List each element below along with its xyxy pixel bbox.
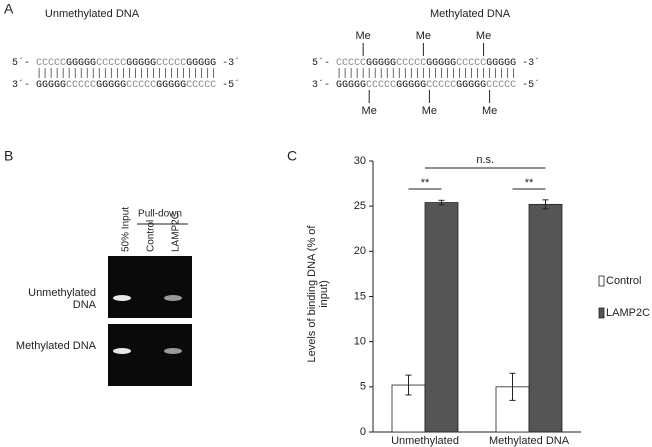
section-title: Methylated DNA <box>430 8 511 20</box>
panel-label: B <box>4 148 13 164</box>
gel-band <box>164 295 182 301</box>
dna-strand: 3´- GGGGGCCCCCGGGGGCCCCCGGGGGCCCCC -5´ <box>12 78 240 91</box>
methyl-label: Me <box>416 30 431 42</box>
y-tick-label: 25 <box>354 200 366 212</box>
methyl-label: Me <box>356 30 371 42</box>
x-tick-label: Unmethylated DNA <box>391 435 459 447</box>
sequence-part: CCCCC <box>36 58 66 69</box>
y-tick-label: 10 <box>354 336 366 348</box>
sequence-part: -3´ <box>522 56 540 69</box>
bar <box>424 202 459 433</box>
legend-label: Control <box>606 275 641 287</box>
sequence-part: CCCCC <box>426 80 456 91</box>
sequence-part: 3´- <box>312 78 330 91</box>
methyl-label: Me <box>422 105 437 117</box>
pull-down-label: Pull-down <box>138 209 182 220</box>
gel-band <box>164 348 182 354</box>
sequence-part: -5´ <box>522 78 540 91</box>
legend-swatch <box>598 307 605 319</box>
sequence-part: GGGGG <box>66 58 96 69</box>
lane-label: Control <box>146 220 157 252</box>
row-label: Methylated DNA <box>15 340 96 352</box>
annotation: ** <box>525 177 534 189</box>
lane-label: 50% Input <box>121 207 132 252</box>
gel <box>108 256 192 318</box>
sequence-part: CCCCC <box>366 80 396 91</box>
sequence-part: 5´- <box>312 56 330 69</box>
sequence-part: 5´- <box>12 56 30 69</box>
methyl-label: Me <box>482 105 497 117</box>
annotation: n.s. <box>476 154 494 166</box>
sequence-part: CCCCC <box>156 58 186 69</box>
sequence-part: -5´ <box>222 78 240 91</box>
section-title: Unmethylated DNA <box>45 8 140 20</box>
legend-label: LAMP2C <box>606 307 650 319</box>
sequence-part: GGGGG <box>456 80 486 91</box>
sequence-part: CCCCC <box>186 80 216 91</box>
y-tick-label: 20 <box>354 245 366 257</box>
sequence-part: -3´ <box>222 56 240 69</box>
dna-strand: 3´- GGGGGCCCCCGGGGGCCCCCGGGGGCCCCC -5´ <box>312 78 540 91</box>
legend-swatch <box>598 275 605 287</box>
sequence-part: GGGGG <box>186 58 216 69</box>
sequence-part: GGGGG <box>126 58 156 69</box>
bar <box>528 203 563 433</box>
y-tick-label: 15 <box>354 290 366 302</box>
row-label: Unmethylated DNA <box>28 287 96 311</box>
sequence-part: GGGGG <box>426 58 456 69</box>
gel-band <box>113 348 131 354</box>
sequence-part: GGGGG <box>96 80 126 91</box>
panel-label: C <box>287 148 297 164</box>
sequence-part: GGGGG <box>396 80 426 91</box>
y-tick-label: 5 <box>360 381 366 393</box>
gel-band <box>113 295 131 301</box>
sequence-part: CCCCC <box>66 80 96 91</box>
sequence-part: GGGGG <box>336 80 366 91</box>
panel-label: A <box>4 1 14 17</box>
dna-strand: 5´- CCCCCGGGGGCCCCCGGGGGCCCCCGGGGG -3´ <box>312 56 540 69</box>
sequence-part: GGGGG <box>486 58 516 69</box>
sequence-part: CCCCC <box>126 80 156 91</box>
dna-strand: 5´- CCCCCGGGGGCCCCCGGGGGCCCCCGGGGG -3´ <box>12 56 240 69</box>
gel <box>108 324 192 386</box>
sequence-part: CCCCC <box>486 80 516 91</box>
sequence-part: CCCCC <box>396 58 426 69</box>
sequence-part: CCCCC <box>336 58 366 69</box>
lane-label: LAMP2C <box>171 212 182 252</box>
y-tick-label: 30 <box>354 155 366 167</box>
sequence-part: CCCCC <box>456 58 486 69</box>
y-tick-label: 0 <box>360 426 366 438</box>
x-tick-label: Methylated DNA <box>488 435 570 447</box>
sequence-part: 3´- <box>12 78 30 91</box>
sequence-part: CCCCC <box>96 58 126 69</box>
methyl-label: Me <box>362 105 377 117</box>
sequence-part: GGGGG <box>366 58 396 69</box>
sequence-part: GGGGG <box>156 80 186 91</box>
sequence-part: GGGGG <box>36 80 66 91</box>
methyl-label: Me <box>476 30 491 42</box>
annotation: ** <box>421 177 430 189</box>
y-axis-label: Levels of binding DNA (% of input) <box>306 225 330 363</box>
